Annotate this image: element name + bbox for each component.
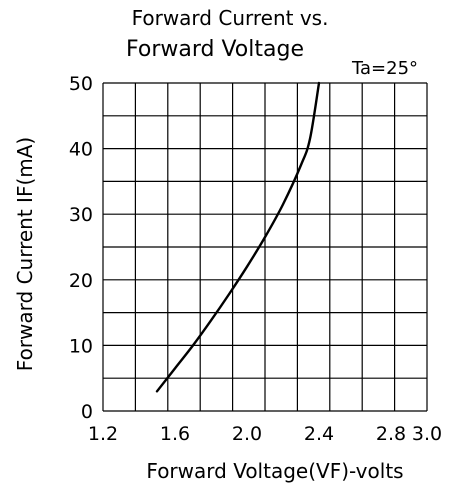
y-axis-label: Forward Current IF(mA) [13,137,37,371]
y-tick-labels: 0 10 20 30 40 50 [69,73,93,423]
y-tick-label: 0 [81,401,93,423]
x-tick-label: 1.6 [160,423,190,445]
y-tick-label: 50 [69,73,93,95]
series-line-forward-current [155,81,321,393]
x-tick-label: 2.0 [232,423,262,445]
y-tick-label: 10 [69,335,93,357]
chart-title: Forward Current vs. [132,6,329,30]
temperature-annotation: Ta=25° [351,58,418,79]
x-tick-label: 1.2 [88,423,118,445]
y-tick-label: 30 [69,204,93,226]
y-tick-label: 40 [69,139,93,161]
y-tick-label: 20 [69,270,93,292]
x-axis-label: Forward Voltage(VF)-volts [146,459,403,483]
x-tick-label: 2.8 [376,423,406,445]
x-tick-label: 2.4 [304,423,334,445]
chart-title-line2: Forward Voltage [126,37,304,62]
grid [102,82,428,412]
x-tick-label: 3.0 [412,423,442,445]
series-layer [155,81,321,393]
x-tick-labels: 1.2 1.6 2.0 2.4 2.8 3.0 [88,423,442,445]
